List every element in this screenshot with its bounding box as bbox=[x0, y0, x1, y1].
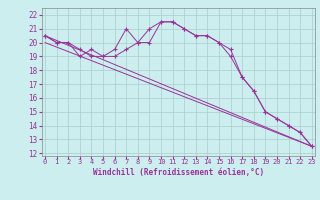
X-axis label: Windchill (Refroidissement éolien,°C): Windchill (Refroidissement éolien,°C) bbox=[93, 168, 264, 177]
